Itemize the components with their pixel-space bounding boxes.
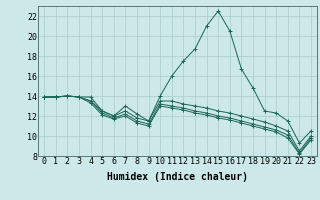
X-axis label: Humidex (Indice chaleur): Humidex (Indice chaleur) (107, 172, 248, 182)
